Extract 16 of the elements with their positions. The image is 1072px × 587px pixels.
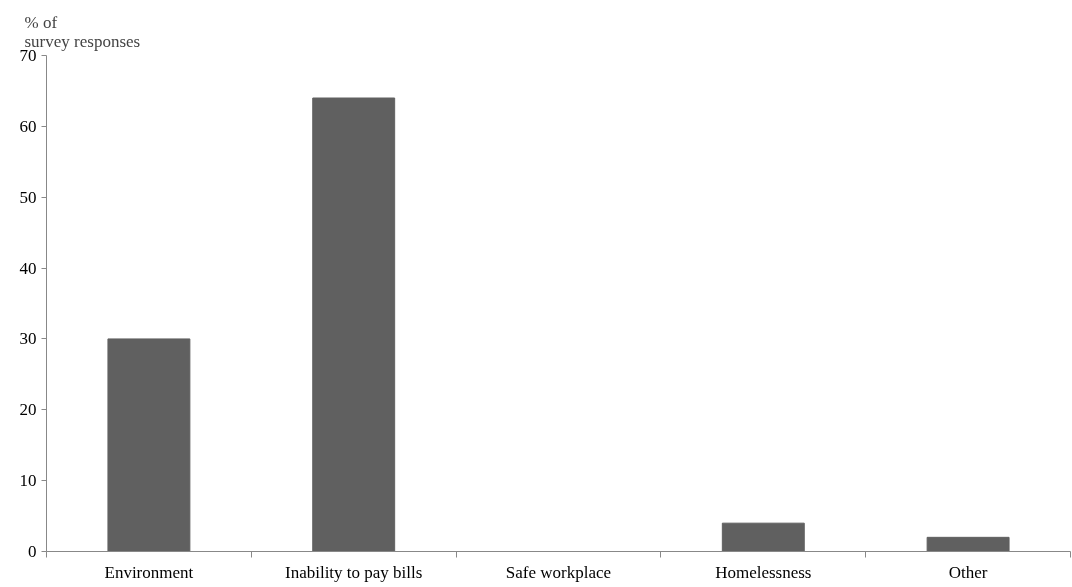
bar <box>721 522 805 552</box>
x-tick-label: Safe workplace <box>505 562 612 582</box>
x-tick-label: Inability to pay bills <box>285 562 423 582</box>
bar <box>926 536 1010 552</box>
x-tick-label: Environment <box>104 562 194 582</box>
x-tick-label: Other <box>948 562 988 582</box>
y-tick-label: 40 <box>19 258 37 278</box>
y-tick-label: 0 <box>28 542 37 561</box>
y-tick-label: 30 <box>19 329 37 349</box>
bar <box>107 338 191 552</box>
y-tick-label: 10 <box>19 471 37 491</box>
y-tick-label: 20 <box>19 400 37 420</box>
y-tick-label: 50 <box>19 187 37 207</box>
y-tick-label: 60 <box>19 116 37 136</box>
x-tick-label: Homelessness <box>715 562 812 582</box>
bar <box>312 97 396 552</box>
